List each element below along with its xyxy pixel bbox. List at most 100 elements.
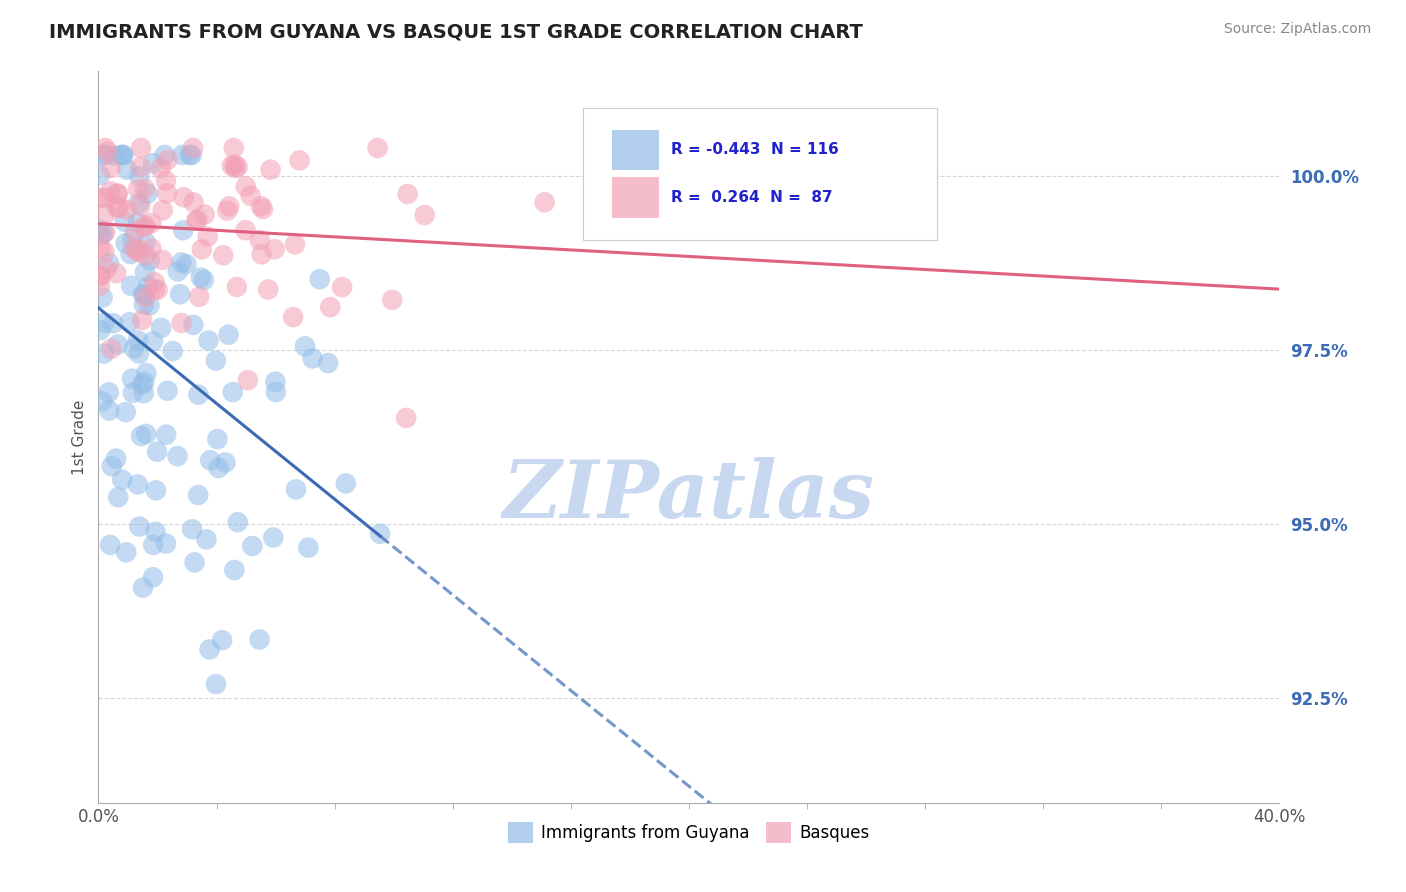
Point xyxy=(107,186,129,201)
Point xyxy=(262,531,284,545)
Point xyxy=(263,242,285,256)
Point xyxy=(93,148,115,162)
Point xyxy=(142,538,165,552)
Point xyxy=(128,196,150,211)
Point xyxy=(153,148,176,162)
Point xyxy=(136,186,159,201)
Point xyxy=(115,545,138,559)
Point xyxy=(89,222,111,236)
Point xyxy=(121,385,143,400)
Point xyxy=(176,257,198,271)
Point xyxy=(173,190,195,204)
Point xyxy=(141,216,163,230)
Point xyxy=(89,323,111,337)
Point xyxy=(294,339,316,353)
Point xyxy=(141,241,163,255)
Point xyxy=(142,570,165,584)
Text: Source: ZipAtlas.com: Source: ZipAtlas.com xyxy=(1223,22,1371,37)
Point xyxy=(134,182,156,196)
Point xyxy=(93,244,115,259)
Point xyxy=(150,321,173,335)
Point xyxy=(288,153,311,168)
Point xyxy=(104,149,127,163)
Point xyxy=(134,265,156,279)
Point xyxy=(121,233,143,247)
Point xyxy=(170,316,193,330)
Point xyxy=(166,264,188,278)
Point xyxy=(105,451,128,466)
Point xyxy=(127,182,149,196)
Point xyxy=(90,269,112,284)
Point xyxy=(128,519,150,533)
Point xyxy=(226,280,249,294)
Point xyxy=(135,249,157,263)
Point xyxy=(118,315,141,329)
Point xyxy=(94,191,117,205)
Point xyxy=(134,375,156,389)
Point xyxy=(98,185,121,199)
Point xyxy=(186,213,208,227)
Point xyxy=(183,195,205,210)
Point xyxy=(396,186,419,201)
Point xyxy=(89,191,111,205)
Point xyxy=(193,273,215,287)
Point xyxy=(187,488,209,502)
Point xyxy=(101,316,124,330)
Point xyxy=(90,241,112,255)
Point xyxy=(381,293,404,307)
Point xyxy=(197,334,219,348)
Point xyxy=(100,342,122,356)
Point xyxy=(236,373,259,387)
Point xyxy=(335,476,357,491)
Point xyxy=(205,677,228,691)
Point xyxy=(143,275,166,289)
Point xyxy=(127,334,149,348)
Point xyxy=(155,536,177,550)
Point xyxy=(124,225,146,239)
Point xyxy=(96,145,118,159)
Point xyxy=(89,268,111,282)
Point xyxy=(134,220,156,235)
Point xyxy=(105,266,128,280)
Point xyxy=(212,248,235,262)
Point xyxy=(224,563,246,577)
Point xyxy=(181,141,204,155)
Point xyxy=(180,148,202,162)
Point xyxy=(252,202,274,216)
Point xyxy=(250,199,273,213)
Point xyxy=(97,385,120,400)
Point xyxy=(145,524,167,539)
Point xyxy=(129,429,152,443)
Point xyxy=(285,483,308,497)
Point xyxy=(122,342,145,356)
Y-axis label: 1st Grade: 1st Grade xyxy=(72,400,87,475)
Point xyxy=(187,387,209,401)
Point xyxy=(98,403,121,417)
Point xyxy=(105,201,128,215)
Point xyxy=(181,318,204,332)
Point xyxy=(308,272,330,286)
Point xyxy=(129,141,152,155)
Point xyxy=(218,327,240,342)
Point xyxy=(100,161,122,175)
Point xyxy=(145,483,167,498)
Point xyxy=(135,426,157,441)
Point xyxy=(156,186,179,201)
Point xyxy=(96,262,118,277)
Bar xyxy=(612,130,659,170)
Point xyxy=(166,449,188,463)
Point xyxy=(316,356,339,370)
Point xyxy=(131,377,153,392)
Point xyxy=(281,310,304,324)
Point xyxy=(93,346,115,360)
Point xyxy=(135,366,157,380)
Point xyxy=(121,372,143,386)
Point xyxy=(264,375,287,389)
Point xyxy=(94,206,117,220)
Point xyxy=(183,555,205,569)
Point xyxy=(190,270,212,285)
Point xyxy=(179,148,201,162)
Point xyxy=(235,223,257,237)
Point xyxy=(235,179,257,194)
Point xyxy=(111,473,134,487)
